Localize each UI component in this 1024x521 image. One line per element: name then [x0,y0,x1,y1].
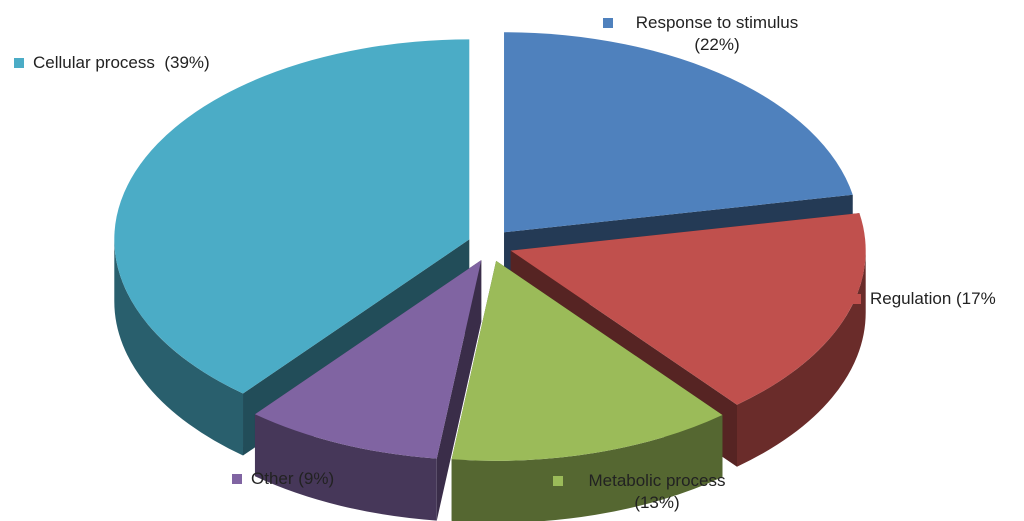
slice-metabolic-process-top [451,260,723,461]
slice-regulation-top [510,213,866,405]
slice-regulation-side [736,250,866,467]
slice-other-top [254,260,482,459]
slice-metabolic-process-side [451,414,723,521]
slice-cellular-process-top [114,39,470,394]
label-pct-metabolic-process: (13%) [634,493,680,512]
label-pct-response-to-stimulus: (22%) [694,35,740,54]
label-pct-regulation: (17% [956,289,996,308]
label-text-regulation: Regulation [870,289,952,308]
slice-cellular-process-side [114,239,244,456]
label-text-metabolic-process: Metabolic process [588,471,726,490]
label-text-other: Other [251,469,294,488]
label-text-response-to-stimulus: Response to stimulus [635,13,799,32]
label-other: Other (9%) [232,468,334,490]
legend-swatch-metabolic-process [553,476,563,486]
label-pct-cellular-process: (39%) [164,53,210,72]
legend-swatch-other [232,474,242,484]
label-response-to-stimulus: Response to stimulus (22%) [603,12,812,56]
slice-other-side [254,414,437,521]
legend-swatch-regulation [851,294,861,304]
legend-swatch-cellular-process [14,58,24,68]
label-regulation: Regulation (17% [851,288,996,310]
label-text-cellular-process: Cellular process [33,53,155,72]
label-metabolic-process: Metabolic process (13%) [553,470,742,514]
label-cellular-process: Cellular process (39%) [14,52,210,74]
label-pct-other: (9%) [298,469,335,488]
legend-swatch-response-to-stimulus [603,18,613,28]
slice-response-to-stimulus-top [504,32,853,233]
